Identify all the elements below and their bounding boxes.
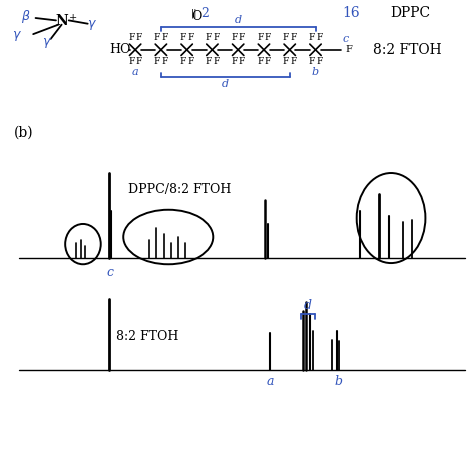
Text: F: F <box>136 57 142 66</box>
Text: F: F <box>205 34 212 42</box>
Text: F: F <box>187 57 193 66</box>
Text: F: F <box>309 57 315 66</box>
Text: 2: 2 <box>201 7 209 20</box>
Text: O: O <box>191 9 202 23</box>
Text: (b): (b) <box>14 126 34 140</box>
Text: F: F <box>128 57 135 66</box>
Text: $\gamma$: $\gamma$ <box>43 36 52 50</box>
Text: F: F <box>231 57 237 66</box>
Text: F: F <box>213 57 219 66</box>
Text: b: b <box>312 67 319 77</box>
Text: F: F <box>239 34 245 42</box>
Text: 16: 16 <box>342 6 360 20</box>
Text: F: F <box>257 34 264 42</box>
Text: F: F <box>283 34 289 42</box>
Text: F: F <box>231 34 237 42</box>
Text: F: F <box>128 34 135 42</box>
Text: d: d <box>304 299 312 312</box>
Text: F: F <box>205 57 212 66</box>
Text: F: F <box>316 57 322 66</box>
Text: F: F <box>213 34 219 42</box>
Text: F: F <box>136 34 142 42</box>
Text: F: F <box>291 34 297 42</box>
Text: $\gamma$: $\gamma$ <box>88 18 97 32</box>
Text: DPPC/8:2 FTOH: DPPC/8:2 FTOH <box>128 183 232 196</box>
Text: d: d <box>235 15 242 26</box>
Text: +: + <box>69 13 78 22</box>
Text: F: F <box>345 46 352 54</box>
Text: F: F <box>283 57 289 66</box>
Text: F: F <box>257 57 264 66</box>
Text: $\beta$: $\beta$ <box>21 8 31 25</box>
Text: F: F <box>264 57 271 66</box>
Text: F: F <box>162 57 168 66</box>
Text: F: F <box>187 34 193 42</box>
Text: HO: HO <box>109 43 130 56</box>
Text: DPPC: DPPC <box>390 6 430 20</box>
Text: F: F <box>291 57 297 66</box>
Text: 8:2 FTOH: 8:2 FTOH <box>116 330 178 343</box>
Text: c: c <box>107 266 113 279</box>
Text: ||: || <box>191 8 198 18</box>
Text: c: c <box>343 34 349 45</box>
Text: F: F <box>180 57 186 66</box>
Text: F: F <box>154 34 160 42</box>
Text: F: F <box>162 34 168 42</box>
Text: a: a <box>266 375 274 388</box>
Text: F: F <box>154 57 160 66</box>
Text: $\gamma$: $\gamma$ <box>12 28 21 43</box>
Text: a: a <box>132 67 138 77</box>
Text: F: F <box>239 57 245 66</box>
Text: F: F <box>316 34 322 42</box>
Text: F: F <box>309 34 315 42</box>
Text: d: d <box>222 79 229 89</box>
Text: F: F <box>180 34 186 42</box>
Text: F: F <box>264 34 271 42</box>
Text: b: b <box>335 375 343 388</box>
Text: 8:2 FTOH: 8:2 FTOH <box>374 43 442 57</box>
Text: N: N <box>55 14 68 28</box>
